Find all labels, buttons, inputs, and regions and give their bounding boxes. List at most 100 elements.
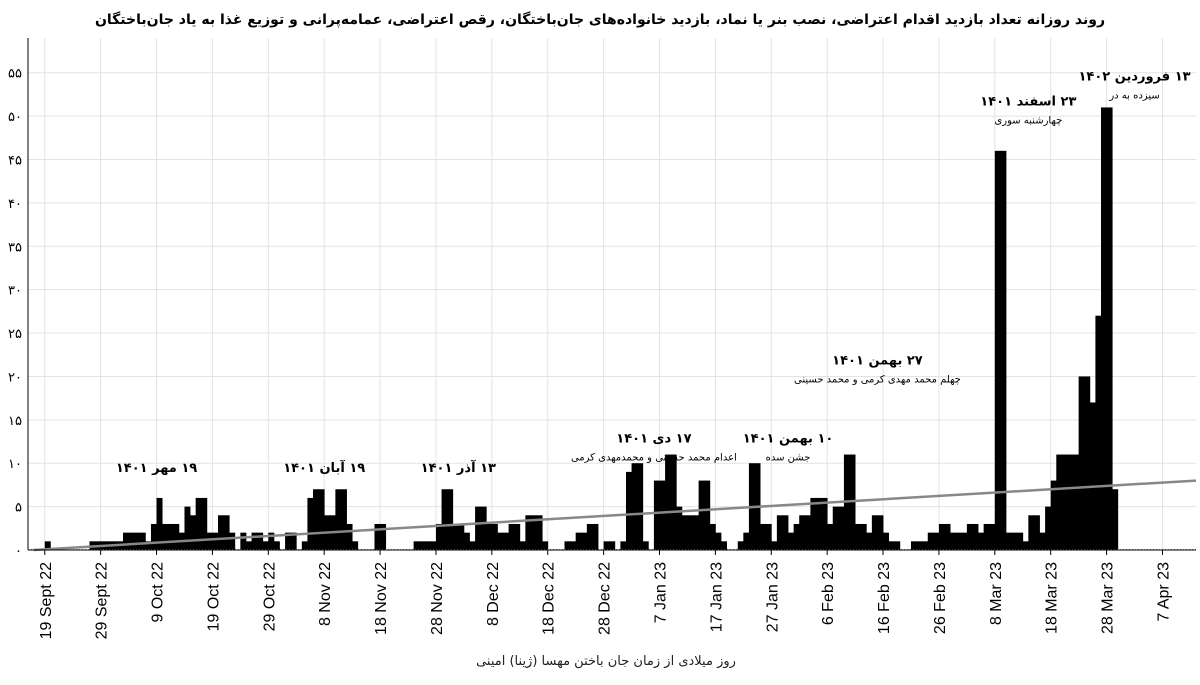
bar (821, 497, 828, 550)
x-tick-label: 6 Feb 23 (820, 562, 837, 625)
bar (458, 523, 465, 550)
bar (832, 506, 839, 550)
x-tick-label: 7 Jan 23 (653, 562, 670, 623)
y-tick-label: ۰ (15, 544, 22, 559)
bar (542, 541, 549, 550)
bar (150, 523, 157, 550)
bar (536, 515, 543, 550)
y-tick-label: ۵ (15, 501, 22, 516)
bar (335, 489, 342, 550)
bar (575, 532, 582, 550)
trend-line (33, 479, 1197, 552)
bar (301, 541, 308, 550)
bar (251, 532, 258, 550)
y-tick-label: ۱۵ (8, 414, 22, 429)
x-tick-label: 18 Dec 22 (541, 562, 558, 635)
bar (737, 541, 744, 550)
bar (1095, 315, 1102, 550)
y-tick-label: ۴۵ (8, 153, 22, 168)
bar (145, 541, 152, 550)
bar (452, 523, 459, 550)
bar (318, 489, 325, 550)
bar (776, 515, 783, 550)
bar (1084, 376, 1091, 550)
annotation-title: ۱۳ فروردین ۱۴۰۲ (1078, 70, 1190, 85)
annotation-title: ۱۹ مهر ۱۴۰۱ (116, 461, 197, 476)
bar (469, 541, 476, 550)
chart-title: روند روزانه تعداد بازدید اقدام اعتراضی، … (95, 11, 1105, 28)
y-tick-label: ۳۰ (8, 284, 22, 299)
bar (346, 523, 353, 550)
bar (430, 541, 437, 550)
bar (765, 523, 772, 550)
bar (1056, 454, 1063, 550)
bar (704, 480, 711, 550)
bar (447, 489, 454, 550)
bar (156, 497, 163, 550)
bar (564, 541, 571, 550)
annotation-subtitle: سیزده به در (1108, 91, 1159, 102)
bar (570, 541, 577, 550)
x-tick-label: 9 Oct 22 (150, 562, 167, 623)
bar (631, 463, 638, 550)
bar (860, 523, 867, 550)
bar (173, 523, 180, 550)
bar (1112, 489, 1119, 550)
bar (340, 489, 347, 550)
bar (1106, 107, 1113, 550)
bar (123, 532, 129, 550)
annotation-title: ۱۳ آذر ۱۴۰۱ (421, 459, 496, 476)
annotation-title: ۲۷ بهمن ۱۴۰۱ (832, 353, 923, 368)
bar (1050, 480, 1057, 550)
bar (240, 532, 247, 550)
bar (888, 541, 895, 550)
annotation-subtitle: اعدام محمد حسینی و محمدمهدی کرمی (571, 452, 737, 463)
bar (508, 523, 515, 550)
bar (307, 497, 314, 550)
bar (1073, 454, 1080, 550)
bar (625, 471, 632, 550)
bar (670, 454, 677, 550)
bar (681, 515, 688, 550)
bar (486, 523, 493, 550)
bar (134, 532, 141, 550)
axis-layer: ۰ ۵ ۱۰ ۱۵ ۲۰ ۲۵ ۳۰ ۳۵ ۴۰ ۴۵ ۵۰ ۵۵ 19 Sept 22 29 Sept … (8, 38, 1196, 639)
bar (262, 541, 269, 550)
bar (1100, 107, 1107, 550)
bar (424, 541, 431, 550)
y-tick-label: ۲۰ (8, 370, 22, 385)
bar (989, 523, 996, 550)
bar (693, 515, 700, 550)
bar (927, 532, 934, 550)
bar (1028, 515, 1035, 550)
x-tick-label: 28 Dec 22 (597, 562, 614, 635)
bar (788, 532, 795, 550)
x-tick-label: 8 Dec 22 (485, 562, 502, 626)
bar (877, 515, 884, 550)
bar (609, 541, 616, 550)
x-tick-label: 28 Mar 23 (1100, 562, 1117, 634)
bar (463, 532, 470, 550)
bar (659, 480, 666, 550)
bar (799, 515, 806, 550)
bar (190, 515, 197, 550)
bar (653, 480, 660, 550)
bar (866, 532, 873, 550)
x-tick-label: 17 Jan 23 (708, 562, 725, 632)
bar (950, 532, 957, 550)
bar (855, 523, 862, 550)
bar (195, 497, 202, 550)
bar (475, 506, 482, 550)
bar (782, 515, 789, 550)
x-tick-label: 28 Nov 22 (429, 562, 446, 635)
annotation-subtitle: چهلم محمد مهدی کرمی و محمد حسینی (794, 374, 961, 385)
bar (1000, 150, 1007, 551)
bar (676, 506, 683, 550)
bar (933, 532, 940, 550)
annotation-title: ۲۳ اسفند ۱۴۰۱ (980, 95, 1076, 110)
bar (972, 523, 979, 550)
x-tick-label: 18 Mar 23 (1044, 562, 1061, 634)
bar (1039, 532, 1046, 550)
annotation-title: ۱۷ دی ۱۴۰۱ (616, 431, 691, 446)
bar (218, 515, 224, 550)
